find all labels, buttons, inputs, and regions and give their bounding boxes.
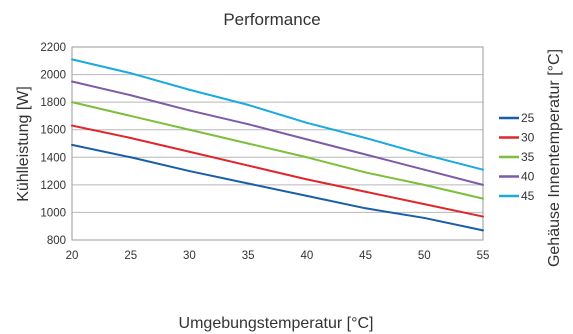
- legend-item-25: 25: [499, 111, 535, 125]
- y-tick-label: 1000: [40, 207, 66, 219]
- y-tick-label: 2000: [40, 70, 66, 82]
- series-45: [71, 58, 484, 171]
- x-axis-label: Umgebungstemperatur [°C]: [179, 315, 374, 332]
- data-point: [364, 190, 367, 193]
- series-lines: [71, 58, 484, 232]
- data-point: [305, 138, 308, 141]
- legend-label: 35: [521, 150, 535, 164]
- data-point: [482, 168, 484, 171]
- legend-item-40: 40: [499, 170, 535, 184]
- data-point: [364, 207, 367, 210]
- series-30: [71, 124, 484, 218]
- y-tick-labels: 800 1000 1200 1400 1600 1800 2000 2200: [40, 42, 66, 247]
- series-25: [71, 143, 484, 232]
- x-tick-label: 35: [242, 250, 255, 262]
- x-tick-label: 45: [359, 250, 372, 262]
- data-point: [482, 229, 484, 232]
- data-point: [364, 171, 367, 174]
- x-tick-label: 50: [418, 250, 431, 262]
- data-point: [188, 88, 191, 91]
- data-point: [129, 156, 132, 159]
- y-tick-label: 1400: [40, 152, 66, 164]
- data-point: [247, 164, 250, 167]
- x-tick-label: 25: [124, 250, 137, 262]
- data-point: [482, 197, 484, 200]
- data-point: [71, 124, 73, 127]
- data-point: [482, 215, 484, 218]
- legend-item-35: 35: [499, 150, 535, 164]
- series-35: [71, 101, 484, 200]
- y-tick-label: 1800: [40, 97, 66, 109]
- series-line-40: [71, 80, 484, 186]
- x-tick-label: 40: [300, 250, 313, 262]
- data-point: [247, 142, 250, 145]
- legend-item-30: 30: [499, 131, 535, 145]
- data-point: [71, 101, 73, 104]
- data-point: [188, 128, 191, 131]
- data-point: [423, 203, 426, 206]
- series-line-45: [71, 58, 484, 171]
- y-tick-label: 800: [47, 235, 66, 247]
- data-point: [129, 114, 132, 117]
- plot-frame: [71, 46, 484, 241]
- series-line-25: [71, 143, 484, 232]
- data-point: [188, 150, 191, 153]
- data-point: [129, 72, 132, 75]
- legend-title: Gehäuse Innentemperatur [°C]: [546, 49, 563, 267]
- data-point: [423, 183, 426, 186]
- data-point: [305, 178, 308, 181]
- legend: 25 30 35 40 45: [499, 111, 535, 203]
- x-tick-label: 30: [183, 250, 196, 262]
- series-line-35: [71, 101, 484, 200]
- data-point: [71, 143, 73, 146]
- chart-title: Performance: [223, 10, 320, 29]
- data-point: [305, 156, 308, 159]
- x-tick-label: 55: [477, 250, 490, 262]
- series-line-30: [71, 124, 484, 218]
- data-point: [188, 109, 191, 112]
- data-point: [71, 58, 73, 61]
- grid-lines: [72, 46, 483, 241]
- x-tick-label: 20: [66, 250, 79, 262]
- legend-item-45: 45: [499, 189, 535, 203]
- data-point: [423, 153, 426, 156]
- data-point: [188, 170, 191, 173]
- y-tick-label: 1200: [40, 180, 66, 192]
- legend-label: 30: [521, 131, 535, 145]
- data-point: [247, 103, 250, 106]
- data-point: [364, 153, 367, 156]
- series-40: [71, 80, 484, 186]
- data-point: [423, 168, 426, 171]
- data-point: [364, 136, 367, 139]
- y-axis-label: Kühlleistung [W]: [15, 86, 32, 202]
- legend-label: 40: [521, 170, 535, 184]
- data-point: [129, 94, 132, 97]
- data-point: [423, 216, 426, 219]
- data-point: [247, 123, 250, 126]
- data-point: [129, 136, 132, 139]
- y-tick-label: 1600: [40, 125, 66, 137]
- legend-label: 45: [521, 189, 535, 203]
- y-tick-label: 2200: [40, 42, 66, 54]
- data-point: [482, 183, 484, 186]
- data-point: [305, 194, 308, 197]
- data-point: [71, 80, 73, 83]
- x-tick-labels: 20 25 30 35 40 45 50 55: [66, 250, 490, 262]
- legend-label: 25: [521, 111, 535, 125]
- data-point: [305, 121, 308, 124]
- data-point: [247, 182, 250, 185]
